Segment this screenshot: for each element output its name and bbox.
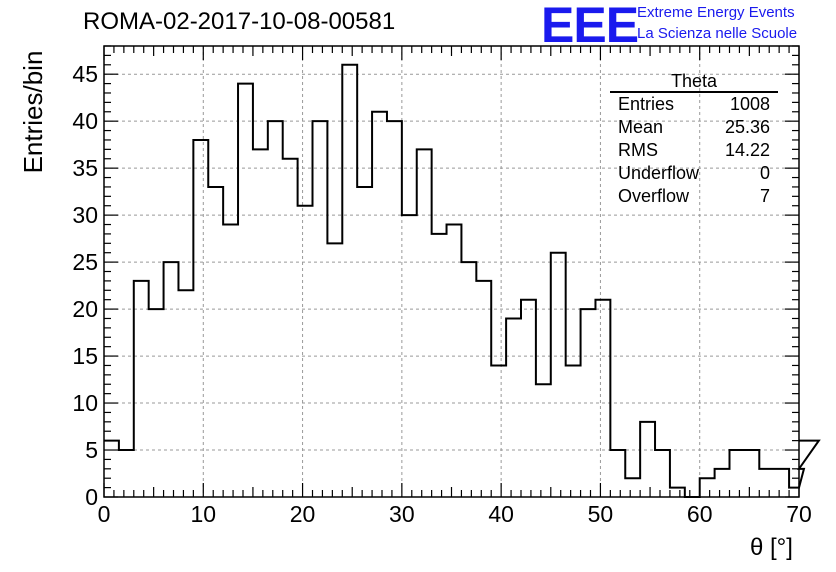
x-axis-label: θ [°] (750, 534, 793, 561)
histogram-line (104, 63, 821, 498)
stats-row: RMS 14.22 (610, 139, 778, 162)
x-tick-label: 0 (98, 501, 111, 527)
x-tick-label: 20 (290, 501, 316, 527)
axis-ticks (103, 45, 800, 498)
y-tick-label: 15 (72, 343, 98, 369)
y-tick-label: 45 (72, 61, 98, 87)
y-tick-label: 10 (72, 390, 98, 416)
y-tick-label: 40 (72, 108, 98, 134)
stats-row: Mean 25.36 (610, 116, 778, 139)
y-tick-label: 0 (85, 484, 98, 510)
x-tick-label: 70 (786, 501, 812, 527)
stats-value: 0 (759, 163, 770, 183)
y-tick-label: 20 (72, 296, 98, 322)
y-tick-label: 5 (85, 437, 98, 463)
y-tick-label: 25 (72, 249, 98, 275)
x-tick-label: 40 (488, 501, 514, 527)
stats-label: Underflow (618, 163, 700, 183)
x-tick-label: 60 (687, 501, 713, 527)
stats-title: Theta (610, 71, 778, 93)
stats-label: Overflow (618, 186, 690, 206)
stats-label: RMS (618, 140, 658, 160)
stats-value: 7 (759, 186, 770, 206)
logo-line-1: Extreme Energy Events (637, 4, 795, 21)
run-title: ROMA-02-2017-10-08-00581 (83, 8, 396, 35)
stats-label: Mean (618, 117, 664, 137)
stats-label: Entries (618, 94, 675, 114)
eee-logo: EEE (541, 0, 639, 53)
y-tick-label: 30 (72, 202, 98, 228)
y-axis-label: Entries/bin (18, 50, 48, 174)
x-tick-label: 10 (190, 501, 216, 527)
plot-frame (103, 45, 800, 498)
stats-value: 25.36 (724, 117, 770, 137)
stats-row: Entries 1008 (610, 93, 778, 116)
stats-value: 14.22 (724, 140, 770, 160)
x-tick-label: 30 (389, 501, 415, 527)
stats-box: Theta Entries 1008 Mean 25.36 RMS 14.22 … (610, 71, 778, 208)
logo-line-2: La Scienza nelle Scuole (637, 25, 798, 42)
y-tick-label: 35 (72, 155, 98, 181)
stats-value: 1008 (729, 94, 770, 114)
grid-lines (104, 46, 799, 497)
stats-row: Overflow 7 (610, 185, 778, 208)
stats-row: Underflow 0 (610, 162, 778, 185)
x-tick-label: 50 (588, 501, 614, 527)
